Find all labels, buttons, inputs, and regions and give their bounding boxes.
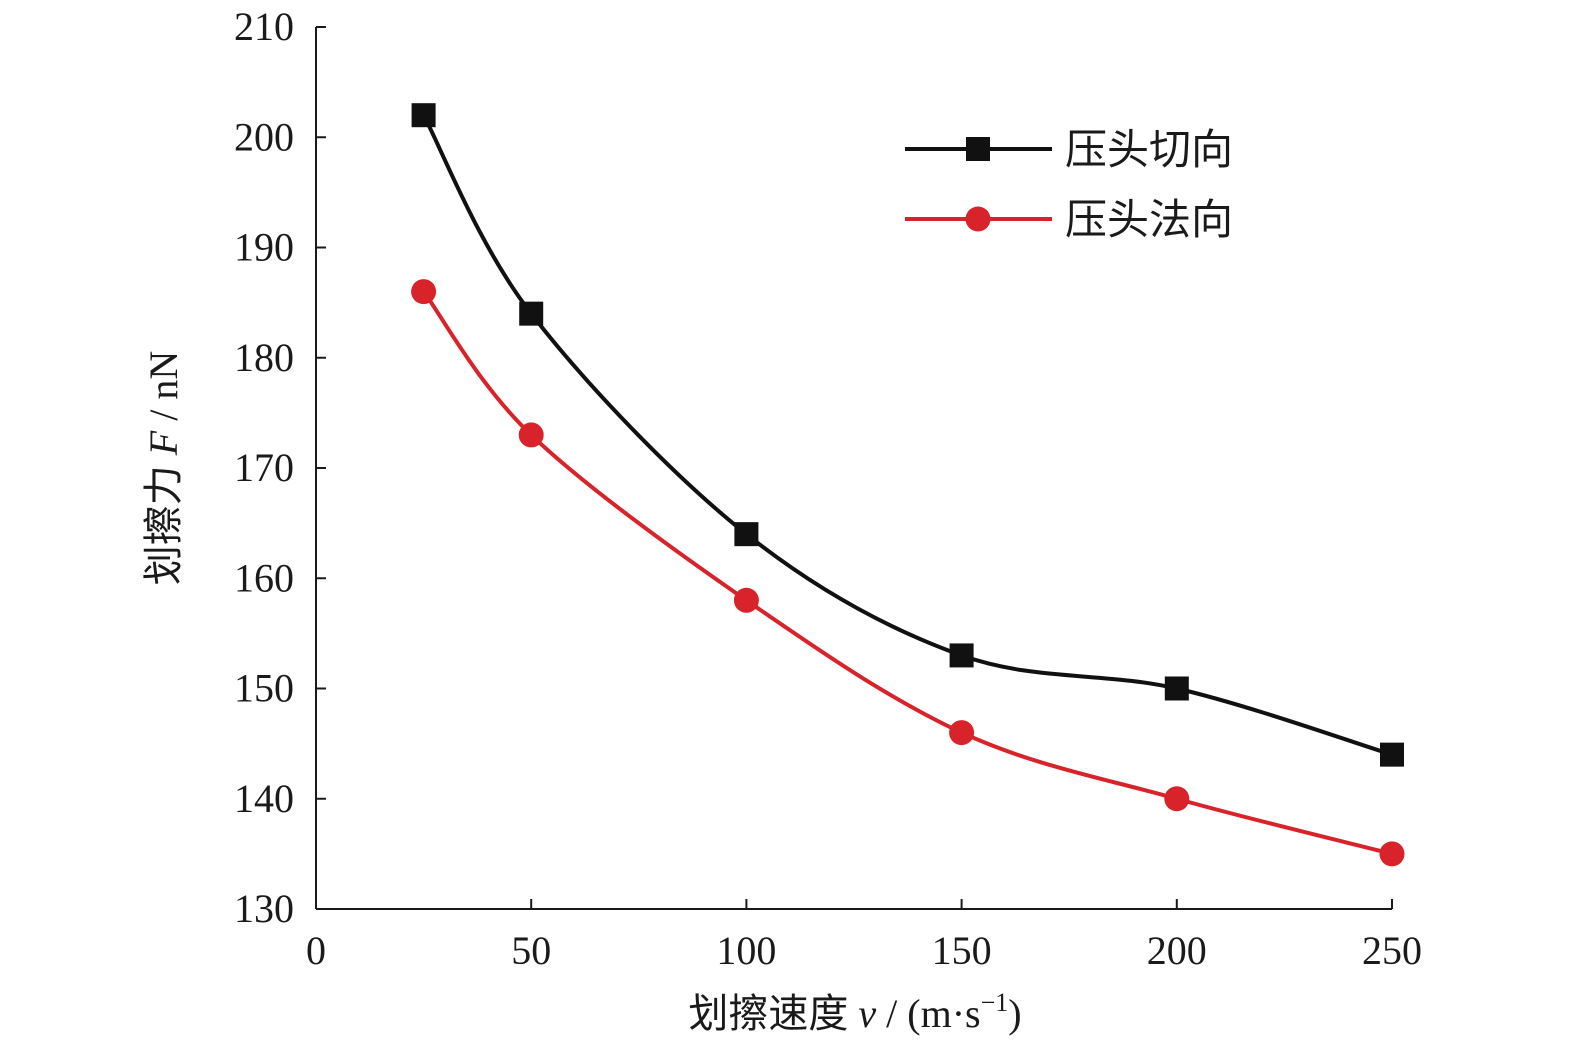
y-tick-label: 180 bbox=[234, 335, 294, 380]
y-axis-title: 划擦力 F / nN bbox=[141, 351, 186, 585]
series-layer bbox=[411, 103, 1405, 867]
series-1-line bbox=[421, 114, 1393, 757]
series-1-point bbox=[519, 301, 544, 326]
series-2-point bbox=[1164, 786, 1190, 812]
y-tick-label: 190 bbox=[234, 225, 294, 270]
y-axis-title-prefix: 划擦力 bbox=[141, 455, 186, 585]
series-2-point bbox=[949, 720, 975, 746]
series-2-point bbox=[518, 422, 544, 448]
y-tick-label: 160 bbox=[234, 555, 294, 600]
legend-label: 压头法向 bbox=[1065, 198, 1233, 244]
y-tick-label: 210 bbox=[234, 4, 294, 49]
series-1-point bbox=[1380, 742, 1404, 767]
legend-marker bbox=[965, 206, 991, 232]
y-tick-label: 140 bbox=[234, 776, 294, 821]
series-1-point bbox=[1164, 676, 1189, 701]
legend-label: 压头切向 bbox=[1065, 128, 1233, 174]
x-tick-label: 150 bbox=[932, 928, 992, 973]
series-1-point bbox=[734, 522, 759, 547]
legend-marker bbox=[966, 137, 990, 161]
x-tick-label: 100 bbox=[716, 928, 776, 973]
series-1 bbox=[411, 103, 1404, 767]
x-axis-title-prefix: 划擦速度 bbox=[688, 991, 858, 1036]
x-tick-label: 200 bbox=[1147, 928, 1207, 973]
x-tick-label: 50 bbox=[511, 928, 551, 973]
y-tick-label: 170 bbox=[234, 445, 294, 490]
x-axis-title: 划擦速度 v / (m·s−1) bbox=[688, 988, 1021, 1036]
legend-item: 压头法向 bbox=[905, 198, 1233, 244]
series-2-point bbox=[733, 587, 759, 613]
x-tick-label: 0 bbox=[306, 928, 326, 973]
x-axis-title-var: v bbox=[858, 991, 876, 1036]
x-axis-title-unit: / (m·s bbox=[876, 991, 980, 1036]
series-2-point bbox=[411, 279, 437, 305]
series-2-point bbox=[1379, 841, 1405, 867]
y-axis-title-var: F bbox=[141, 430, 186, 456]
x-axis-title-sup: −1 bbox=[981, 988, 1009, 1017]
legend-item: 压头切向 bbox=[905, 128, 1233, 174]
x-axis-title-close: ) bbox=[1008, 991, 1021, 1036]
series-1-point bbox=[411, 103, 436, 128]
series-2 bbox=[411, 279, 1405, 867]
series-2-line bbox=[422, 290, 1393, 856]
y-tick-label: 150 bbox=[234, 666, 294, 711]
y-axis-title-unit: / nN bbox=[141, 351, 186, 431]
x-tick-label: 250 bbox=[1362, 928, 1422, 973]
y-tick-label: 200 bbox=[234, 114, 294, 159]
axes: 130 140 150 160 170 180 190 200 210 0 50 100 150 200 2… bbox=[234, 4, 1422, 973]
y-tick-label: 130 bbox=[234, 886, 294, 931]
series-1-point bbox=[949, 643, 974, 668]
